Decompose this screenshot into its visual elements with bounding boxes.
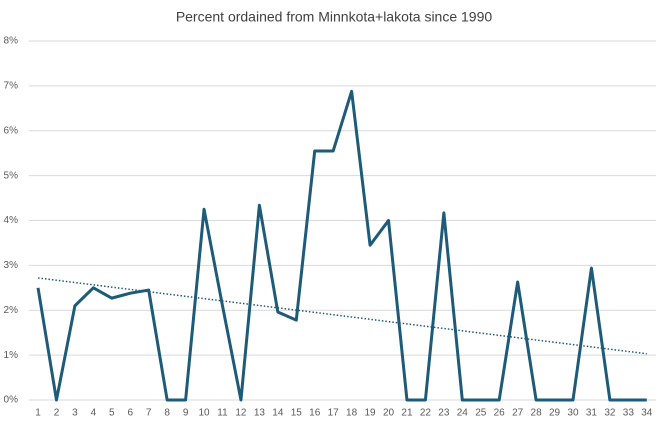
x-tick-label: 9 (183, 408, 189, 419)
x-tick-label: 30 (567, 408, 579, 419)
x-tick-label: 28 (531, 408, 543, 419)
x-tick-label: 15 (291, 408, 303, 419)
x-tick-label: 8 (164, 408, 170, 419)
y-tick-label: 8% (4, 36, 19, 47)
y-tick-label: 1% (4, 350, 19, 361)
x-tick-label: 7 (146, 408, 152, 419)
x-tick-label: 31 (586, 408, 598, 419)
y-tick-label: 6% (4, 125, 19, 136)
y-tick-label: 7% (4, 81, 19, 92)
y-tick-label: 3% (4, 260, 19, 271)
x-tick-label: 27 (512, 408, 524, 419)
x-tick-label: 4 (91, 408, 97, 419)
x-tick-label: 1 (35, 408, 41, 419)
x-tick-label: 6 (127, 408, 133, 419)
data-line (36, 89, 647, 402)
x-tick-label: 3 (72, 408, 78, 419)
x-tick-label: 26 (494, 408, 506, 419)
x-tick-label: 32 (604, 408, 616, 419)
trend-line (37, 277, 647, 355)
x-tick-label: 13 (254, 408, 266, 419)
x-tick-label: 17 (328, 408, 340, 419)
x-tick-label: 20 (383, 408, 395, 419)
x-tick-label: 18 (346, 408, 358, 419)
x-tick-label: 23 (438, 408, 450, 419)
x-tick-label: 2 (54, 408, 60, 419)
y-tick-label: 0% (4, 395, 19, 406)
x-tick-label: 19 (365, 408, 377, 419)
x-tick-label: 25 (475, 408, 487, 419)
x-tick-label: 11 (217, 408, 228, 419)
x-tick-label: 33 (623, 408, 635, 419)
x-tick-label: 21 (401, 408, 413, 419)
x-tick-label: 34 (641, 408, 653, 419)
x-tick-label: 10 (198, 408, 210, 419)
chart-title: Percent ordained from Minnkota+lakota si… (176, 9, 493, 25)
x-tick-label: 12 (235, 408, 247, 419)
x-tick-label: 29 (549, 408, 561, 419)
y-tick-label: 5% (4, 170, 19, 181)
x-tick-label: 24 (457, 408, 469, 419)
x-tick-label: 14 (272, 408, 284, 419)
x-tick-label: 5 (109, 408, 115, 419)
y-tick-label: 2% (4, 305, 19, 316)
x-tick-label: 22 (420, 408, 432, 419)
x-tick-label: 16 (309, 408, 321, 419)
y-tick-label: 4% (4, 215, 19, 226)
